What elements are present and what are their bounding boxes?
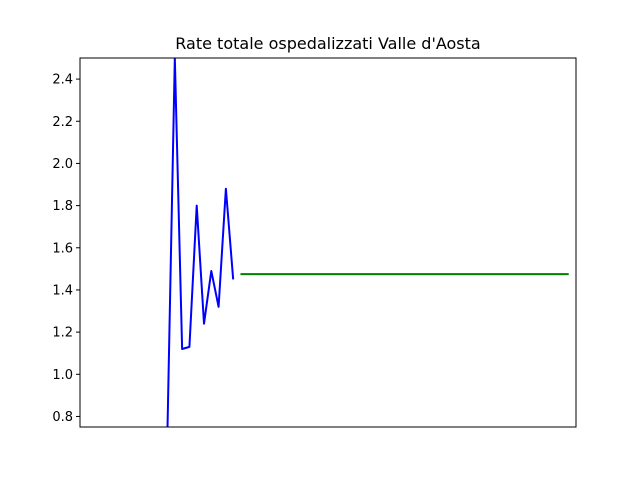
y-tick-label: 1.8 [52, 199, 73, 214]
y-tick-label: 2.2 [52, 115, 73, 130]
y-tick-label: 0.8 [52, 410, 73, 425]
series-layer [166, 58, 569, 427]
y-tick-label: 2.0 [52, 157, 73, 172]
y-tick-label: 1.6 [52, 241, 73, 256]
y-axis: 0.8 1.0 1.2 1.4 1.6 1.8 2.0 2.2 2.4 [52, 73, 80, 425]
y-tick-label: 1.2 [52, 326, 73, 341]
y-tick-label: 1.0 [52, 368, 73, 383]
series-line-1 [166, 58, 235, 427]
y-tick-label: 2.4 [52, 73, 73, 88]
y-tick-label: 1.4 [52, 283, 73, 298]
chart-title: Rate totale ospedalizzati Valle d'Aosta [175, 34, 480, 53]
plot-frame [79, 57, 577, 428]
